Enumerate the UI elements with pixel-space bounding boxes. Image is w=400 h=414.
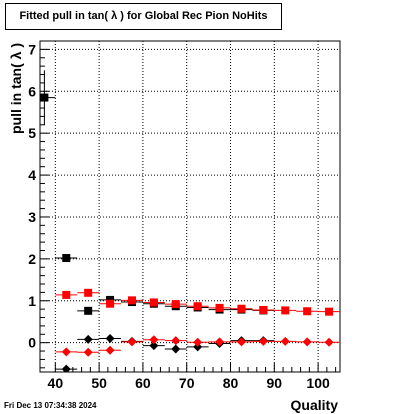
square-marker xyxy=(62,290,71,299)
data-point xyxy=(318,337,340,347)
square-marker xyxy=(259,305,268,314)
y-tick-label: 5 xyxy=(28,125,36,141)
diamond-marker xyxy=(83,347,93,357)
data-point xyxy=(121,337,143,347)
square-marker xyxy=(84,288,93,297)
diamond-marker xyxy=(302,337,312,347)
square-marker xyxy=(40,93,49,102)
data-point xyxy=(121,296,143,305)
data-point xyxy=(186,337,209,347)
y-tick-label: 2 xyxy=(28,251,36,267)
diamond-marker xyxy=(149,335,159,345)
data-point xyxy=(208,337,231,347)
y-tick-label: 7 xyxy=(28,41,36,57)
diamond-marker xyxy=(280,336,290,346)
diamond-marker xyxy=(171,344,181,354)
data-points xyxy=(40,70,340,372)
data-point xyxy=(40,70,56,125)
diamond-marker xyxy=(215,337,225,347)
data-point xyxy=(55,364,78,372)
diamond-marker xyxy=(61,347,71,357)
square-marker xyxy=(84,306,93,315)
diamond-marker xyxy=(83,334,93,344)
chart-title-box: Fitted pull in tan( λ ) for Global Rec P… xyxy=(5,3,282,30)
data-point xyxy=(142,298,165,307)
data-point xyxy=(77,334,100,344)
square-marker xyxy=(303,307,312,316)
y-tick-label: 6 xyxy=(28,83,36,99)
data-point xyxy=(230,304,253,313)
series-0 xyxy=(40,70,275,315)
square-marker xyxy=(237,304,246,313)
timestamp: Fri Dec 13 07:34:38 2024 xyxy=(4,401,97,410)
data-point xyxy=(55,347,78,357)
diamond-marker xyxy=(258,336,268,346)
square-marker xyxy=(62,254,71,263)
grid-lines xyxy=(40,41,340,372)
data-point xyxy=(252,305,275,314)
data-point xyxy=(274,306,297,315)
diamond-marker xyxy=(149,341,159,351)
data-point xyxy=(186,302,209,311)
data-point xyxy=(164,336,187,346)
data-point xyxy=(164,344,187,354)
x-tick-label: 80 xyxy=(223,375,239,391)
square-marker xyxy=(149,298,158,307)
y-tick-label: 1 xyxy=(28,293,36,309)
x-tick-label: 50 xyxy=(91,375,107,391)
y-tick-label: 4 xyxy=(28,167,36,183)
diamond-marker xyxy=(61,364,71,372)
data-point xyxy=(296,337,319,347)
data-point xyxy=(77,306,100,315)
data-point xyxy=(252,336,275,346)
square-marker xyxy=(281,306,290,315)
data-point xyxy=(55,254,78,263)
diamond-marker xyxy=(171,336,181,346)
x-tick-label: 60 xyxy=(135,375,151,391)
x-tick-label: 90 xyxy=(267,375,283,391)
series-3 xyxy=(55,335,340,357)
diamond-marker xyxy=(193,337,203,347)
square-marker xyxy=(215,303,224,312)
data-point xyxy=(77,347,100,357)
diamond-marker xyxy=(236,337,246,347)
y-tick-label: 3 xyxy=(28,209,36,225)
chart-title: Fitted pull in tan( λ ) for Global Rec P… xyxy=(19,10,268,22)
y-axis-title: pull in tan( λ ) xyxy=(8,43,24,134)
data-point xyxy=(296,307,319,316)
data-point xyxy=(142,335,165,345)
square-marker xyxy=(127,296,136,305)
y-tick-label: 0 xyxy=(28,335,36,351)
x-axis-title: Quality xyxy=(291,397,339,413)
square-marker xyxy=(325,307,334,316)
data-point xyxy=(318,307,340,316)
data-point xyxy=(164,300,187,309)
x-tick-label: 40 xyxy=(48,375,64,391)
diamond-marker xyxy=(193,342,203,352)
x-tick-label: 70 xyxy=(179,375,195,391)
data-point xyxy=(55,290,78,299)
data-point xyxy=(274,336,297,346)
series-1 xyxy=(55,288,340,316)
diamond-marker xyxy=(324,337,334,347)
data-point xyxy=(99,333,122,343)
data-point xyxy=(208,303,231,312)
diamond-marker xyxy=(105,345,115,355)
axis-ticks xyxy=(40,48,337,372)
plot-frame xyxy=(39,40,341,373)
data-point xyxy=(99,345,122,355)
square-marker xyxy=(171,300,180,309)
data-point xyxy=(142,341,165,351)
data-point xyxy=(99,299,122,308)
diamond-marker xyxy=(127,337,137,347)
data-point xyxy=(230,337,253,347)
data-point xyxy=(77,288,100,297)
square-marker xyxy=(193,302,202,311)
x-tick-label: 100 xyxy=(306,375,330,391)
square-marker xyxy=(106,299,115,308)
diamond-marker xyxy=(105,333,115,343)
